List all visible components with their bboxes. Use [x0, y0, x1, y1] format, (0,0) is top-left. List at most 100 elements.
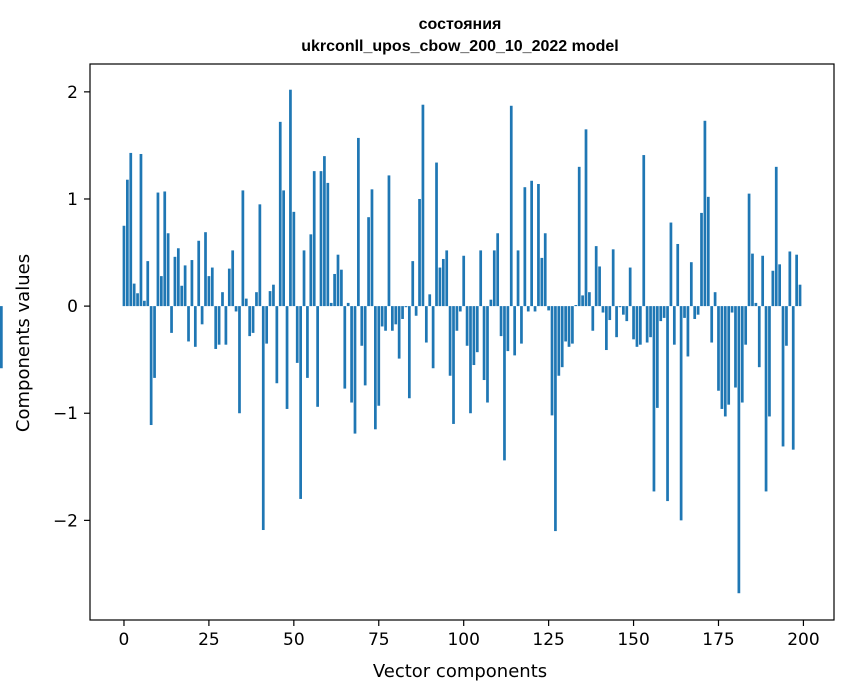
bar [554, 306, 557, 532]
bar [210, 267, 214, 307]
bar [506, 306, 510, 352]
y-tick-label: 1 [67, 190, 78, 210]
bar [523, 187, 527, 307]
bar [309, 234, 313, 307]
bar [289, 89, 292, 307]
bar [751, 253, 754, 307]
bar [499, 306, 503, 337]
bar [418, 198, 421, 307]
bar [292, 211, 296, 307]
bar [465, 306, 469, 346]
bar [547, 306, 550, 311]
bar [639, 306, 642, 345]
bar [611, 249, 615, 307]
bar [275, 306, 279, 384]
bar [516, 250, 520, 307]
bar [503, 306, 506, 461]
bar [761, 255, 765, 307]
bar [394, 306, 398, 325]
bar [272, 284, 275, 307]
bar [163, 191, 167, 307]
bar [571, 306, 574, 344]
bar [530, 180, 533, 307]
bar [509, 105, 513, 307]
bar [778, 264, 781, 307]
bar [659, 306, 663, 322]
bar [635, 306, 639, 347]
bar [370, 189, 374, 307]
bar [720, 306, 724, 409]
bar [771, 270, 775, 307]
bar [455, 306, 459, 331]
bar [183, 265, 187, 307]
bar [261, 306, 265, 531]
bar [785, 306, 788, 346]
bar [424, 306, 428, 343]
bar [173, 256, 177, 307]
bar [295, 306, 299, 363]
bar [713, 292, 717, 307]
bar [329, 302, 333, 307]
bar [238, 306, 241, 414]
bar [475, 306, 479, 353]
bar [672, 306, 676, 345]
bar [302, 250, 306, 307]
bar [757, 306, 761, 368]
bar [666, 306, 669, 502]
x-tick-label: 175 [702, 630, 734, 650]
bar [734, 306, 737, 388]
bar [312, 171, 316, 307]
bar [557, 306, 561, 376]
bar [717, 306, 720, 391]
bar [492, 250, 496, 307]
bar [764, 306, 768, 492]
x-tick-label: 200 [787, 630, 819, 650]
bar [136, 293, 139, 307]
bar [143, 300, 146, 307]
bar [234, 306, 238, 312]
bar [625, 306, 629, 322]
bar [255, 292, 258, 307]
x-tick-label: 125 [532, 630, 564, 650]
bar [781, 306, 785, 447]
bar [180, 285, 184, 307]
bar [448, 306, 452, 376]
bar [584, 129, 588, 307]
y-tick-label: −1 [53, 404, 78, 424]
bar [526, 306, 530, 312]
bar [190, 260, 194, 307]
bar [486, 306, 489, 403]
bar [126, 179, 129, 307]
bar [384, 306, 387, 331]
bar [737, 306, 741, 594]
bar [241, 190, 245, 307]
bar [146, 261, 150, 307]
bar [251, 306, 255, 333]
bar [540, 257, 544, 307]
bar [122, 225, 126, 307]
bar [591, 306, 595, 331]
plot-frame [89, 63, 835, 621]
bar [588, 292, 591, 307]
bar [343, 306, 347, 389]
bar [581, 295, 584, 307]
y-tick-label: −2 [53, 511, 78, 531]
bar [380, 306, 384, 327]
bar [706, 196, 710, 307]
bar [214, 306, 218, 349]
bar [662, 306, 666, 318]
bar [452, 306, 455, 424]
bar [795, 254, 798, 307]
bar [676, 243, 680, 307]
bar [445, 250, 449, 307]
bar [231, 250, 235, 307]
bar [788, 251, 792, 307]
bar [207, 276, 211, 307]
bars-group [0, 89, 802, 594]
bar [363, 306, 367, 386]
bar [533, 306, 537, 312]
bar [336, 254, 340, 307]
bar [391, 306, 394, 331]
bar [686, 306, 690, 357]
bar [316, 306, 319, 407]
